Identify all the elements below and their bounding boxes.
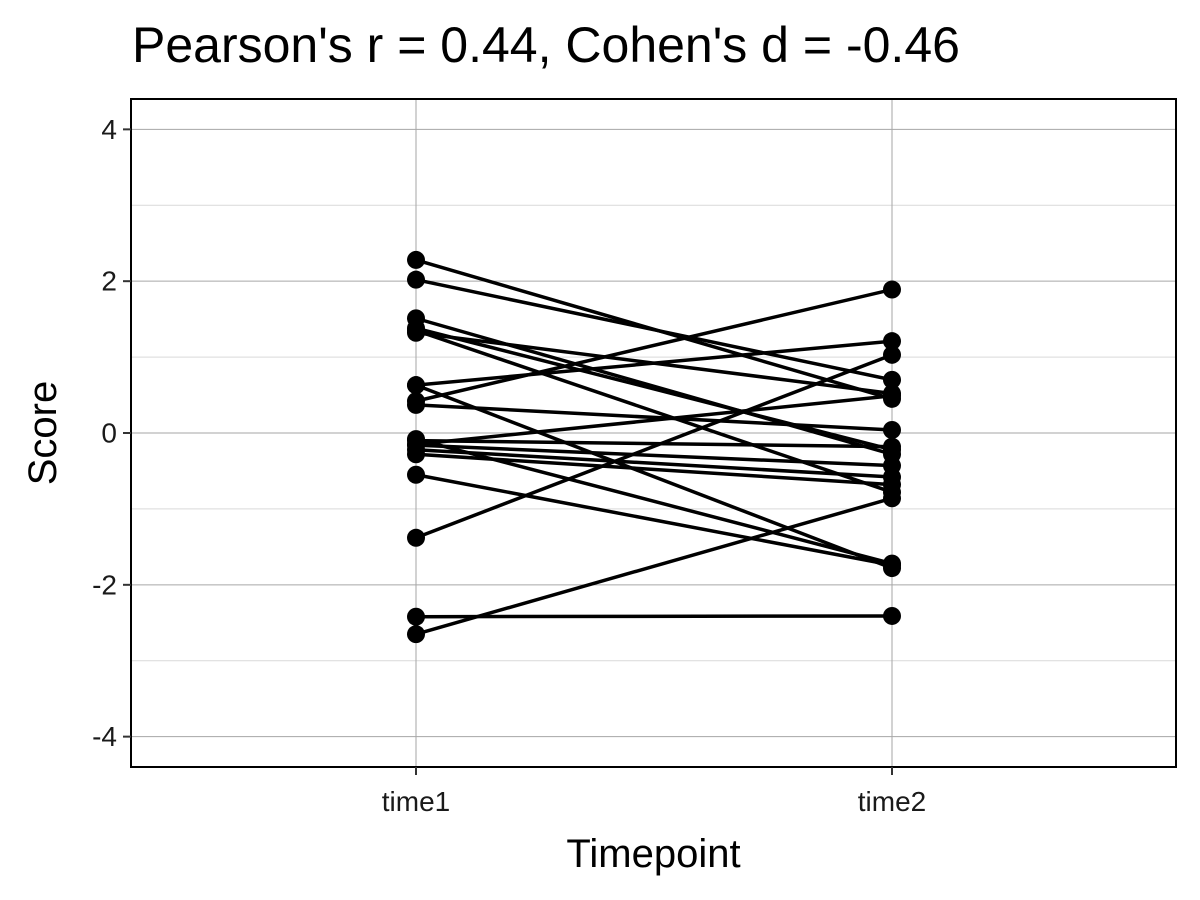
pair-line — [415, 353, 893, 540]
point-time1 — [407, 376, 425, 395]
pair-line — [415, 447, 893, 479]
point-time1 — [407, 321, 425, 340]
point-time2 — [883, 606, 901, 625]
pair-line — [415, 328, 893, 494]
point-time2 — [883, 420, 901, 439]
pair-line — [415, 473, 893, 567]
point-time1 — [407, 250, 425, 269]
pair-line — [415, 496, 893, 636]
point-time1 — [407, 607, 425, 626]
point-time2 — [883, 386, 901, 405]
point-time2 — [883, 483, 901, 502]
point-time2 — [883, 280, 901, 299]
pair-line — [415, 316, 893, 456]
point-time1 — [407, 625, 425, 644]
x-axis-title: Timepoint — [566, 832, 740, 876]
pair-line — [415, 452, 893, 487]
pair-line — [415, 383, 893, 570]
point-time1 — [407, 445, 425, 464]
y-tick-label: 4 — [101, 114, 117, 145]
y-tick-label: -2 — [92, 569, 117, 600]
point-time1 — [407, 465, 425, 484]
pair-line — [415, 287, 893, 403]
point-time2 — [883, 370, 901, 389]
pair-line — [415, 614, 893, 619]
point-time2 — [883, 556, 901, 575]
y-tick-label: 2 — [101, 266, 117, 297]
grid — [131, 99, 1176, 767]
point-time1 — [407, 395, 425, 414]
pair-line — [415, 403, 893, 432]
series-lines — [415, 258, 893, 636]
y-tick-label: -4 — [92, 721, 117, 752]
pair-line — [415, 438, 893, 449]
pair-line — [415, 394, 893, 447]
pair-line — [415, 326, 893, 452]
point-time1 — [407, 528, 425, 547]
pair-line — [415, 277, 893, 382]
y-tick-label: 0 — [101, 418, 117, 449]
chart-title: Pearson's r = 0.44, Cohen's d = -0.46 — [132, 17, 960, 73]
x-tick-label: time2 — [858, 786, 926, 817]
axes: -4 -2 0 2 4 time1 time2 — [92, 98, 1177, 817]
point-time2 — [883, 437, 901, 456]
y-axis-title: Score — [21, 381, 65, 486]
point-time1 — [407, 270, 425, 289]
series-points — [407, 250, 901, 644]
x-tick-label: time1 — [382, 786, 450, 817]
pair-line — [415, 443, 893, 468]
pair-line — [415, 339, 893, 387]
point-time2 — [883, 332, 901, 351]
point-time2 — [883, 345, 901, 364]
